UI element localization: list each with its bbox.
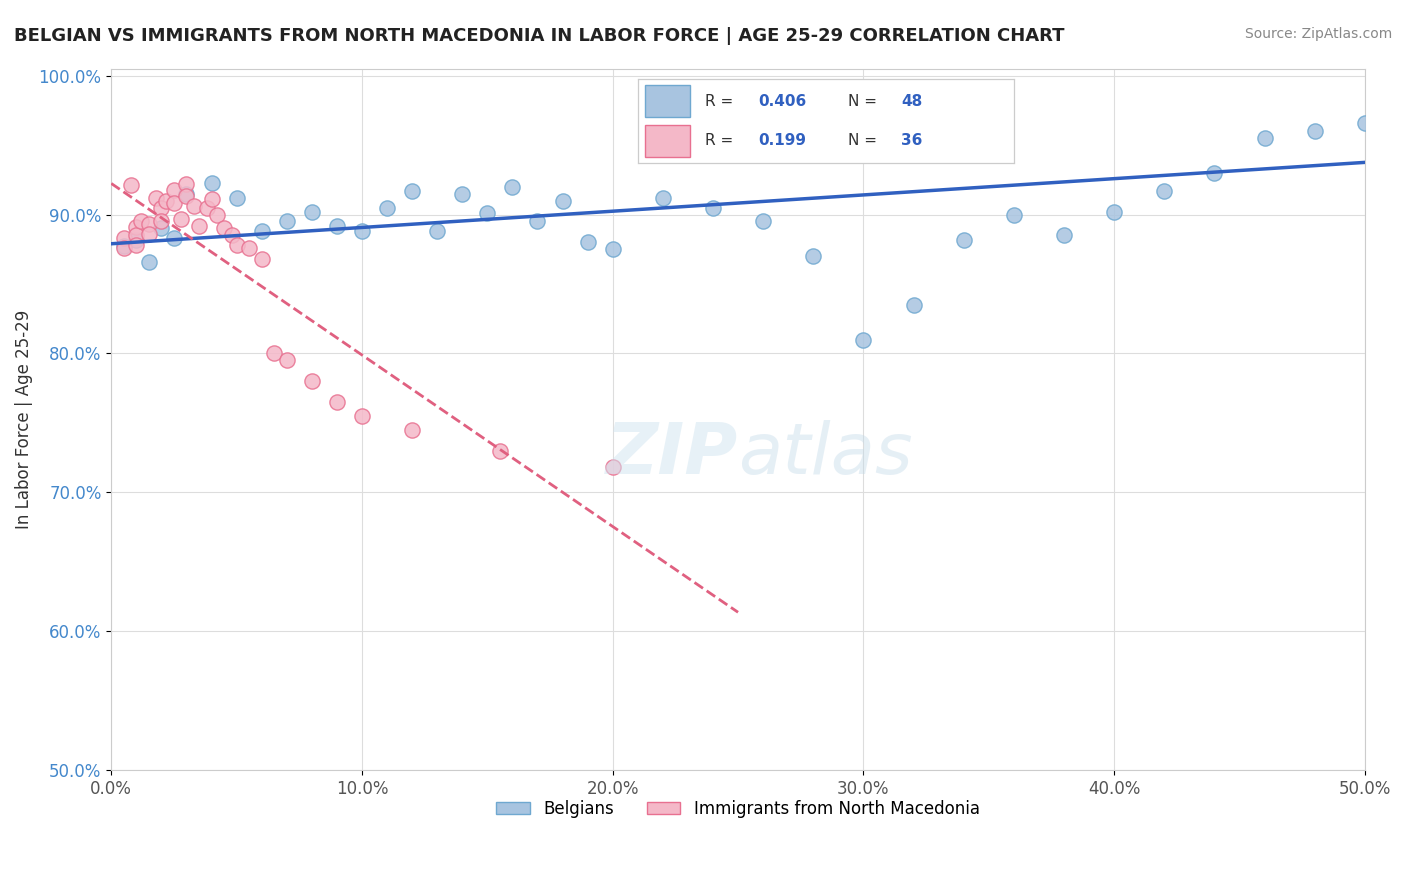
- Point: [326, 219, 349, 233]
- Point: [551, 194, 574, 208]
- Point: [112, 239, 135, 253]
- Point: [176, 186, 198, 201]
- Point: [250, 224, 273, 238]
- Point: [375, 201, 398, 215]
- Point: [451, 186, 474, 201]
- Point: [1102, 204, 1125, 219]
- Point: [150, 201, 173, 215]
- Text: Source: ZipAtlas.com: Source: ZipAtlas.com: [1244, 27, 1392, 41]
- Point: [1354, 116, 1376, 130]
- Point: [1303, 124, 1326, 138]
- Point: [301, 374, 323, 388]
- Point: [301, 204, 323, 219]
- Point: [170, 211, 193, 226]
- Point: [176, 177, 198, 191]
- Point: [250, 252, 273, 266]
- Point: [702, 201, 724, 215]
- Point: [138, 217, 160, 231]
- Point: [602, 242, 624, 256]
- Point: [238, 241, 260, 255]
- Point: [125, 233, 148, 247]
- Y-axis label: In Labor Force | Age 25-29: In Labor Force | Age 25-29: [15, 310, 32, 529]
- Point: [1153, 184, 1175, 198]
- Point: [276, 353, 298, 368]
- Point: [131, 214, 153, 228]
- Point: [1053, 228, 1076, 243]
- Point: [150, 214, 173, 228]
- Point: [176, 189, 198, 203]
- Point: [120, 178, 142, 193]
- Point: [1002, 208, 1025, 222]
- Point: [326, 395, 349, 409]
- Point: [138, 227, 160, 241]
- Point: [163, 196, 186, 211]
- Text: atlas: atlas: [738, 420, 912, 489]
- Point: [112, 231, 135, 245]
- Point: [276, 214, 298, 228]
- Point: [602, 460, 624, 475]
- Point: [163, 182, 186, 196]
- Point: [125, 238, 148, 252]
- Point: [526, 214, 548, 228]
- Point: [350, 409, 373, 423]
- Legend: Belgians, Immigrants from North Macedonia: Belgians, Immigrants from North Macedoni…: [489, 794, 987, 825]
- Point: [576, 235, 599, 250]
- Point: [1403, 109, 1406, 123]
- Point: [489, 443, 512, 458]
- Point: [903, 298, 925, 312]
- Point: [401, 184, 423, 198]
- Point: [801, 249, 824, 263]
- Point: [195, 201, 218, 215]
- Point: [200, 176, 222, 190]
- Point: [163, 231, 186, 245]
- Point: [112, 241, 135, 255]
- Point: [225, 238, 247, 252]
- Text: ZIP: ZIP: [606, 420, 738, 489]
- Point: [155, 194, 177, 208]
- Point: [350, 224, 373, 238]
- Point: [263, 346, 285, 360]
- Point: [651, 191, 673, 205]
- Point: [138, 254, 160, 268]
- Point: [752, 214, 775, 228]
- Point: [952, 233, 974, 247]
- Point: [221, 228, 243, 243]
- Point: [1204, 166, 1226, 180]
- Point: [426, 224, 449, 238]
- Point: [1253, 131, 1275, 145]
- Point: [145, 191, 167, 205]
- Point: [150, 221, 173, 235]
- Point: [852, 333, 875, 347]
- Point: [183, 199, 205, 213]
- Point: [212, 221, 235, 235]
- Point: [125, 220, 148, 235]
- Point: [401, 423, 423, 437]
- Point: [501, 179, 523, 194]
- Point: [225, 191, 247, 205]
- Point: [205, 208, 228, 222]
- Point: [125, 228, 148, 243]
- Point: [477, 206, 499, 220]
- Point: [200, 192, 222, 206]
- Point: [188, 219, 211, 233]
- Text: BELGIAN VS IMMIGRANTS FROM NORTH MACEDONIA IN LABOR FORCE | AGE 25-29 CORRELATIO: BELGIAN VS IMMIGRANTS FROM NORTH MACEDON…: [14, 27, 1064, 45]
